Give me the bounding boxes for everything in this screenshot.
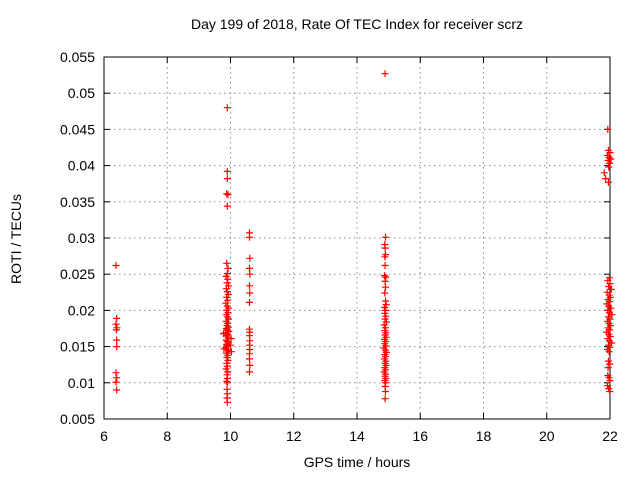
data-point xyxy=(606,377,614,385)
y-tick-label: 0.045 xyxy=(60,121,95,137)
data-point xyxy=(381,395,389,403)
data-point xyxy=(223,398,231,406)
data-point xyxy=(113,336,121,344)
data-point xyxy=(112,378,120,386)
y-tick-label: 0.005 xyxy=(60,411,95,427)
x-tick-label: 18 xyxy=(476,428,492,444)
data-point xyxy=(246,270,254,278)
data-point xyxy=(381,289,389,297)
data-point xyxy=(112,262,120,269)
x-tick-label: 16 xyxy=(412,428,428,444)
data-point xyxy=(224,264,232,272)
data-point xyxy=(113,343,121,351)
data-point xyxy=(223,202,231,210)
data-point xyxy=(605,159,613,167)
data-point xyxy=(246,254,254,262)
data-point xyxy=(223,167,231,175)
data-point xyxy=(382,388,389,395)
data-point xyxy=(220,345,228,353)
data-point xyxy=(223,190,231,198)
x-tick-label: 10 xyxy=(223,428,239,444)
data-point xyxy=(604,125,612,133)
x-tick-label: 6 xyxy=(100,428,108,444)
x-axis-label: GPS time / hours xyxy=(303,454,411,470)
data-point xyxy=(604,178,612,186)
data-point xyxy=(381,262,389,269)
data-point xyxy=(227,348,235,356)
data-point xyxy=(113,386,121,394)
data-point xyxy=(224,275,232,283)
data-point xyxy=(382,273,390,281)
y-tick-label: 0.01 xyxy=(68,375,95,391)
data-point xyxy=(246,361,254,369)
data-point xyxy=(381,244,389,252)
data-point xyxy=(382,233,389,241)
data-point xyxy=(223,259,231,267)
data-point xyxy=(113,314,121,322)
data-point xyxy=(605,163,613,171)
data-point xyxy=(113,374,121,382)
data-point xyxy=(246,368,253,376)
x-tick-label: 20 xyxy=(539,428,555,444)
data-point xyxy=(246,282,253,290)
y-tick-label: 0.035 xyxy=(60,194,95,210)
y-tick-label: 0.015 xyxy=(60,339,95,355)
y-tick-label: 0.05 xyxy=(68,85,95,101)
y-tick-label: 0.055 xyxy=(60,49,95,65)
data-point xyxy=(381,253,389,261)
data-point xyxy=(606,388,614,395)
x-tick-label: 12 xyxy=(286,428,302,444)
data-point xyxy=(381,70,389,78)
data-point xyxy=(246,289,254,297)
x-tick-label: 22 xyxy=(602,428,618,444)
data-point xyxy=(246,233,253,241)
data-point xyxy=(223,175,231,183)
data-point xyxy=(246,298,253,306)
data-point xyxy=(112,369,120,377)
data-point xyxy=(224,191,232,199)
data-point xyxy=(223,104,231,112)
x-tick-label: 14 xyxy=(349,428,365,444)
data-point xyxy=(112,326,120,334)
data-point xyxy=(604,364,612,372)
data-point xyxy=(246,355,253,363)
data-point xyxy=(605,348,613,356)
data-point xyxy=(382,283,389,291)
data-point xyxy=(223,379,231,387)
chart-title: Day 199 of 2018, Rate Of TEC Index for r… xyxy=(190,16,523,32)
data-point xyxy=(602,175,610,183)
data-point xyxy=(606,360,614,368)
data-point xyxy=(607,285,615,293)
y-tick-label: 0.03 xyxy=(68,230,95,246)
y-tick-label: 0.025 xyxy=(60,266,95,282)
x-tick-label: 8 xyxy=(163,428,171,444)
data-point xyxy=(227,335,235,343)
data-point xyxy=(600,169,608,177)
y-tick-label: 0.02 xyxy=(68,302,95,318)
y-tick-label: 0.04 xyxy=(68,158,95,174)
